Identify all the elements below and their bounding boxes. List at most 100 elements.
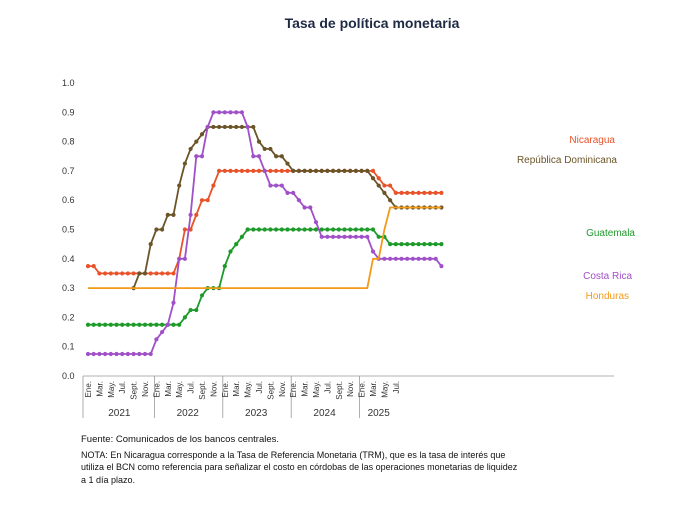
- data-point-guatemala: [103, 322, 108, 327]
- series-line-honduras: [88, 206, 442, 289]
- data-point-guatemala: [199, 293, 205, 298]
- data-point-guatemala: [331, 227, 336, 232]
- series-label: República Dominicana: [517, 155, 617, 166]
- data-point-republica-dominicana: [171, 212, 176, 217]
- data-point-guatemala: [251, 227, 256, 232]
- month-tick-label: May.: [380, 381, 389, 398]
- data-point-guatemala: [279, 227, 284, 232]
- data-point-costa-rica: [211, 110, 216, 115]
- data-point-nicaragua: [205, 198, 210, 203]
- year-label: 2023: [245, 408, 268, 419]
- data-point-nicaragua: [114, 271, 119, 276]
- data-point-costa-rica: [217, 110, 222, 115]
- data-point-nicaragua: [279, 168, 284, 173]
- data-point-republica-dominicana: [217, 124, 222, 130]
- data-point-nicaragua: [405, 190, 410, 195]
- data-point-costa-rica: [125, 351, 130, 357]
- data-point-guatemala: [348, 227, 353, 232]
- data-point-guatemala: [142, 322, 148, 327]
- y-tick-label: 0.6: [62, 195, 75, 205]
- data-point-nicaragua: [285, 168, 290, 173]
- data-point-costa-rica: [222, 110, 227, 115]
- data-point-nicaragua: [120, 271, 125, 276]
- data-point-costa-rica: [370, 249, 376, 254]
- data-point-republica-dominicana: [165, 212, 170, 217]
- data-point-guatemala: [319, 227, 324, 232]
- year-label: 2025: [368, 408, 391, 419]
- data-point-costa-rica: [165, 322, 170, 327]
- y-axis: 0.0 0.1 0.2 0.3 0.4 0.5 0.6 0.7 0.8 0.9 1.0: [62, 78, 75, 381]
- data-point-costa-rica: [234, 110, 239, 115]
- month-tick-label: Sept.: [198, 381, 207, 400]
- data-point-costa-rica: [97, 351, 102, 357]
- data-point-costa-rica: [422, 256, 427, 261]
- data-point-nicaragua: [439, 190, 444, 195]
- data-point-republica-dominicana: [234, 124, 239, 130]
- data-point-nicaragua: [234, 168, 239, 173]
- data-point-costa-rica: [342, 234, 347, 239]
- month-tick-label: Jul.: [255, 381, 264, 393]
- data-point-guatemala: [410, 242, 415, 247]
- month-tick-label: Mar.: [95, 381, 104, 397]
- data-point-republica-dominicana: [239, 124, 244, 130]
- data-point-guatemala: [131, 322, 136, 327]
- data-point-nicaragua: [217, 168, 222, 173]
- data-point-costa-rica: [103, 351, 108, 357]
- data-point-costa-rica: [393, 256, 398, 261]
- data-point-republica-dominicana: [302, 168, 307, 173]
- data-point-republica-dominicana: [336, 168, 341, 173]
- y-tick-label: 0.8: [62, 137, 75, 147]
- month-tick-label: May.: [107, 381, 116, 398]
- data-point-guatemala: [268, 227, 273, 232]
- data-point-guatemala: [388, 242, 393, 247]
- data-point-nicaragua: [85, 264, 91, 269]
- data-point-guatemala: [177, 322, 182, 327]
- data-point-guatemala: [427, 242, 433, 247]
- data-point-republica-dominicana: [148, 242, 153, 247]
- series-label: Costa Rica: [583, 271, 632, 282]
- data-point-republica-dominicana: [359, 168, 364, 173]
- data-point-costa-rica: [274, 183, 279, 188]
- month-tick-label: Jul.: [392, 381, 401, 393]
- data-point-guatemala: [262, 227, 267, 232]
- y-tick-label: 0.4: [62, 254, 75, 264]
- data-point-republica-dominicana: [251, 124, 256, 130]
- data-point-costa-rica: [120, 351, 125, 357]
- data-point-costa-rica: [319, 234, 324, 239]
- data-point-nicaragua: [194, 212, 199, 217]
- data-point-republica-dominicana: [382, 190, 387, 195]
- month-tick-label: Ene.: [84, 381, 93, 397]
- data-point-guatemala: [154, 322, 159, 327]
- data-point-guatemala: [160, 322, 165, 327]
- data-point-nicaragua: [370, 168, 376, 173]
- data-point-guatemala: [353, 227, 358, 232]
- data-point-guatemala: [416, 242, 421, 247]
- data-point-guatemala: [285, 227, 290, 232]
- data-point-costa-rica: [336, 234, 341, 239]
- policy-rate-chart: Tasa de política monetaria 0.00.10.20.30…: [62, 15, 635, 419]
- data-point-nicaragua: [393, 190, 398, 195]
- data-point-guatemala: [114, 322, 119, 327]
- data-point-costa-rica: [199, 154, 205, 159]
- data-point-guatemala: [370, 227, 376, 232]
- data-point-guatemala: [291, 227, 296, 232]
- data-point-republica-dominicana: [194, 139, 199, 144]
- data-point-costa-rica: [365, 234, 370, 239]
- data-point-costa-rica: [182, 256, 187, 261]
- month-tick-label: Ene.: [358, 381, 367, 397]
- data-point-republica-dominicana: [365, 168, 370, 173]
- data-point-nicaragua: [382, 183, 387, 188]
- data-point-republica-dominicana: [182, 161, 187, 166]
- y-tick-label: 0.9: [62, 107, 75, 117]
- data-point-guatemala: [256, 227, 262, 232]
- data-point-guatemala: [274, 227, 279, 232]
- month-tick-label: Sept.: [266, 381, 275, 400]
- data-point-guatemala: [325, 227, 330, 232]
- data-point-costa-rica: [142, 351, 148, 357]
- data-point-republica-dominicana: [256, 139, 262, 144]
- data-point-guatemala: [376, 234, 381, 239]
- data-point-costa-rica: [262, 168, 267, 173]
- month-tick-label: Jul.: [118, 381, 127, 393]
- methodology-note: NOTA: En Nicaragua corresponde a la Tasa…: [81, 449, 518, 485]
